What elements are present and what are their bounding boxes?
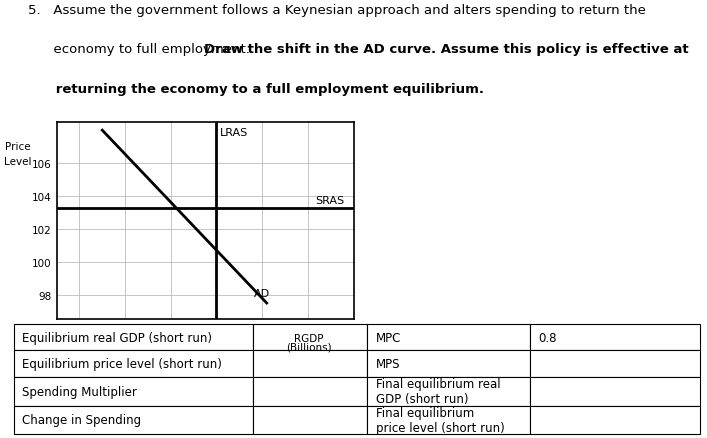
FancyBboxPatch shape [530, 350, 700, 377]
FancyBboxPatch shape [368, 324, 530, 350]
Text: MPC: MPC [375, 331, 401, 344]
Text: Equilibrium price level (short run): Equilibrium price level (short run) [23, 357, 222, 370]
FancyBboxPatch shape [253, 377, 368, 406]
FancyBboxPatch shape [253, 406, 368, 434]
Text: Level: Level [4, 157, 31, 167]
Text: Spending Multiplier: Spending Multiplier [23, 385, 137, 398]
Text: Draw the shift in the AD curve. Assume this policy is effective at: Draw the shift in the AD curve. Assume t… [204, 43, 689, 57]
FancyBboxPatch shape [368, 350, 530, 377]
FancyBboxPatch shape [253, 324, 368, 350]
Text: AD: AD [254, 288, 270, 298]
Text: SRAS: SRAS [315, 196, 344, 205]
Text: Final equilibrium real
GDP (short run): Final equilibrium real GDP (short run) [375, 378, 501, 406]
Text: MPS: MPS [375, 357, 400, 370]
FancyBboxPatch shape [14, 406, 253, 434]
Text: Price: Price [5, 141, 30, 151]
Text: returning the economy to a full employment equilibrium.: returning the economy to a full employme… [28, 83, 484, 96]
Text: (Billions): (Billions) [286, 342, 332, 352]
FancyBboxPatch shape [14, 377, 253, 406]
FancyBboxPatch shape [368, 377, 530, 406]
FancyBboxPatch shape [530, 406, 700, 434]
FancyBboxPatch shape [14, 350, 253, 377]
Text: LRAS: LRAS [220, 127, 248, 138]
FancyBboxPatch shape [530, 324, 700, 350]
FancyBboxPatch shape [530, 377, 700, 406]
Text: 0.8: 0.8 [539, 331, 557, 344]
FancyBboxPatch shape [253, 350, 368, 377]
Text: Equilibrium real GDP (short run): Equilibrium real GDP (short run) [23, 331, 212, 344]
FancyBboxPatch shape [368, 406, 530, 434]
Text: economy to full employment.: economy to full employment. [28, 43, 255, 57]
Text: RGDP: RGDP [294, 333, 324, 343]
Text: Final equilibrium
price level (short run): Final equilibrium price level (short run… [375, 406, 504, 434]
FancyBboxPatch shape [14, 324, 253, 350]
Text: Change in Spending: Change in Spending [23, 413, 141, 427]
Text: 5.   Assume the government follows a Keynesian approach and alters spending to r: 5. Assume the government follows a Keyne… [28, 4, 646, 17]
